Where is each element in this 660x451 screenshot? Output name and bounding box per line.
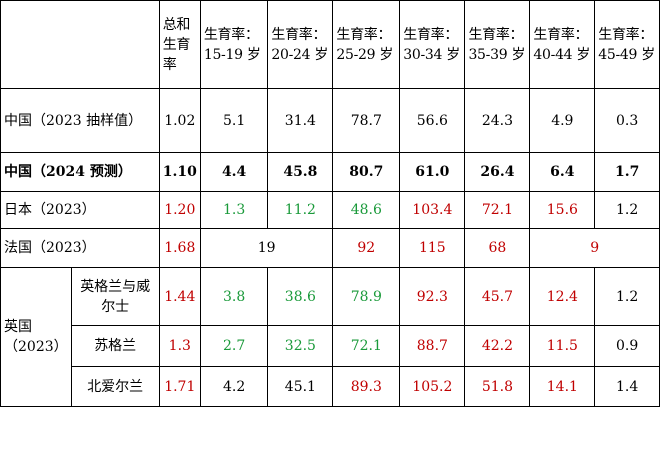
cell-tfr: 1.71 xyxy=(158,366,201,407)
cell-40-44: 11.5 xyxy=(529,325,596,367)
corner-cell xyxy=(0,0,160,89)
row-france: 法国（2023） 1.68 19 92 115 68 9 xyxy=(0,228,660,268)
cell-35-39: 24.3 xyxy=(464,88,531,153)
cell-35-39: 26.4 xyxy=(464,152,531,192)
cell-tfr: 1.20 xyxy=(158,191,201,229)
header-age-20-24: 生育率：20-24 岁 xyxy=(267,0,334,89)
cell-20-24: 38.6 xyxy=(267,267,334,326)
cell-25-29: 72.1 xyxy=(332,325,401,367)
cell-40-44: 4.9 xyxy=(529,88,596,153)
header-age-15-19: 生育率：15-19 岁 xyxy=(199,0,269,89)
cell-tfr: 1.10 xyxy=(158,152,201,192)
cell-30-34: 88.7 xyxy=(399,325,466,367)
cell-35-39: 68 xyxy=(464,228,531,268)
cell-30-34: 105.2 xyxy=(399,366,466,407)
cell-35-39: 51.8 xyxy=(464,366,531,407)
header-age-40-44: 生育率：40-44 岁 xyxy=(529,0,596,89)
cell-20-24: 45.8 xyxy=(267,152,334,192)
cell-35-39: 72.1 xyxy=(464,191,531,229)
sub-label-england-wales: 英格兰与威尔士 xyxy=(70,267,160,326)
cell-25-29: 92 xyxy=(332,228,401,268)
cell-45-49: 0.3 xyxy=(594,88,660,153)
row-japan: 日本（2023） 1.20 1.3 11.2 48.6 103.4 72.1 1… xyxy=(0,191,660,229)
cell-20-24: 32.5 xyxy=(267,325,334,367)
cell-45-49: 0.9 xyxy=(594,325,660,367)
row-label-china-2023: 中国（2023 抽样值） xyxy=(0,88,160,153)
header-age-30-34: 生育率：30-34 岁 xyxy=(399,0,466,89)
header-row: 总和生育率 生育率：15-19 岁 生育率：20-24 岁 生育率：25-29 … xyxy=(0,0,660,89)
row-uk-northern-ireland: 北爱尔兰 1.71 4.2 45.1 89.3 105.2 51.8 14.1 … xyxy=(1,366,660,407)
cell-tfr: 1.68 xyxy=(158,228,201,268)
row-uk-england-wales: 英国（2023） 英格兰与威尔士 1.44 3.8 38.6 78.9 92.3… xyxy=(0,267,660,407)
cell-35-39: 45.7 xyxy=(464,267,531,326)
row-label-uk: 英国（2023） xyxy=(0,267,72,407)
cell-tfr: 1.02 xyxy=(158,88,201,153)
cell-20-24: 31.4 xyxy=(267,88,334,153)
cell-35-39: 42.2 xyxy=(464,325,531,367)
sub-label-scotland: 苏格兰 xyxy=(70,325,160,367)
cell-25-29: 80.7 xyxy=(332,152,401,192)
cell-45-49: 1.7 xyxy=(594,152,660,192)
cell-30-34: 92.3 xyxy=(399,267,466,326)
cell-40-44: 12.4 xyxy=(529,267,596,326)
header-age-35-39: 生育率：35-39 岁 xyxy=(464,0,531,89)
header-age-45-49: 生育率：45-49 岁 xyxy=(594,0,660,89)
cell-30-34: 56.6 xyxy=(399,88,466,153)
cell-25-29: 89.3 xyxy=(332,366,401,407)
cell-15-19: 2.7 xyxy=(199,325,269,367)
header-age-25-29: 生育率：25-29 岁 xyxy=(332,0,401,89)
cell-15-19: 3.8 xyxy=(199,267,269,326)
cell-15-19: 1.3 xyxy=(199,191,269,229)
cell-45-49: 1.2 xyxy=(594,191,660,229)
header-tfr: 总和生育率 xyxy=(158,0,201,89)
fertility-rate-table: 总和生育率 生育率：15-19 岁 生育率：20-24 岁 生育率：25-29 … xyxy=(0,0,660,407)
cell-20-24: 45.1 xyxy=(267,366,334,407)
cell-25-29: 78.7 xyxy=(332,88,401,153)
cell-30-34: 103.4 xyxy=(399,191,466,229)
cell-40-44: 15.6 xyxy=(529,191,596,229)
cell-40-44: 14.1 xyxy=(529,366,596,407)
cell-45-49: 1.2 xyxy=(594,267,660,326)
sub-label-northern-ireland: 北爱尔兰 xyxy=(70,366,160,407)
cell-40-49: 9 xyxy=(529,228,660,268)
cell-tfr: 1.44 xyxy=(158,267,201,326)
cell-45-49: 1.4 xyxy=(594,366,660,407)
cell-25-29: 78.9 xyxy=(332,267,401,326)
cell-15-19: 4.2 xyxy=(199,366,269,407)
row-label-france: 法国（2023） xyxy=(0,228,160,268)
cell-15-24: 19 xyxy=(199,228,334,268)
row-label-china-2024: 中国（2024 预测） xyxy=(0,152,160,192)
cell-15-19: 5.1 xyxy=(199,88,269,153)
row-china-2024: 中国（2024 预测） 1.10 4.4 45.8 80.7 61.0 26.4… xyxy=(0,152,660,192)
cell-tfr: 1.3 xyxy=(158,325,201,367)
cell-30-34: 61.0 xyxy=(399,152,466,192)
cell-25-29: 48.6 xyxy=(332,191,401,229)
row-uk-scotland: 苏格兰 1.3 2.7 32.5 72.1 88.7 42.2 11.5 0.9 xyxy=(1,325,660,367)
cell-30-34: 115 xyxy=(399,228,466,268)
row-label-japan: 日本（2023） xyxy=(0,191,160,229)
cell-15-19: 4.4 xyxy=(199,152,269,192)
cell-20-24: 11.2 xyxy=(267,191,334,229)
cell-40-44: 6.4 xyxy=(529,152,596,192)
row-china-2023: 中国（2023 抽样值） 1.02 5.1 31.4 78.7 56.6 24.… xyxy=(0,88,660,153)
